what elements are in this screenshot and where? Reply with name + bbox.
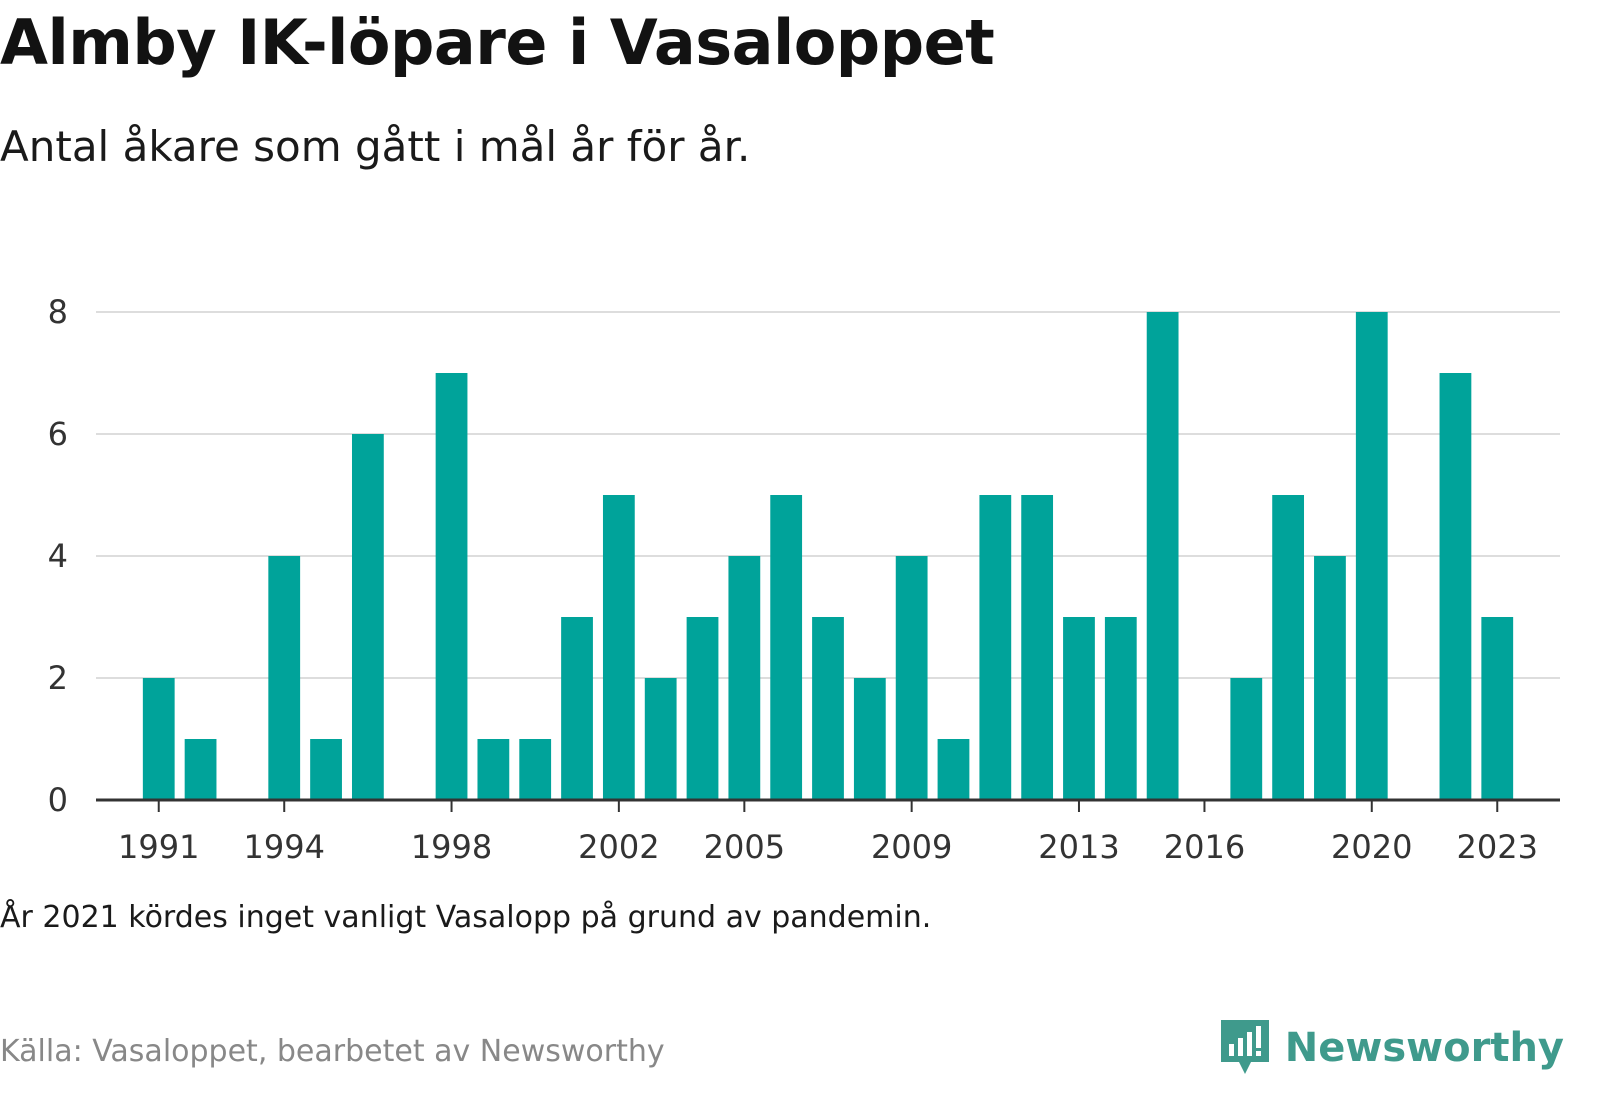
- bar-1994: [268, 556, 301, 800]
- y-tick-label: 0: [48, 781, 68, 819]
- source-text: Källa: Vasaloppet, bearbetet av Newswort…: [0, 1034, 665, 1069]
- x-tick-label: 1998: [411, 828, 492, 866]
- bar-2003: [644, 678, 677, 800]
- newsworthy-logo-icon: [1220, 1020, 1269, 1074]
- bar-2023: [1481, 617, 1514, 800]
- y-tick-label: 8: [48, 293, 68, 331]
- chart-title: Almby IK-löpare i Vasaloppet: [0, 6, 995, 79]
- x-tick-label: 2013: [1038, 828, 1119, 866]
- x-tick-label: 2009: [871, 828, 952, 866]
- y-tick-label: 2: [48, 659, 68, 697]
- x-tick-label: 1991: [118, 828, 199, 866]
- brand-logo[interactable]: Newsworthy: [1217, 1018, 1564, 1078]
- bars: [142, 312, 1514, 800]
- x-tick-label: 2005: [704, 828, 785, 866]
- bar-2002: [602, 495, 635, 800]
- x-tick-label: 1994: [244, 828, 325, 866]
- bar-2020: [1355, 312, 1388, 800]
- x-tick-label: 2016: [1164, 828, 1245, 866]
- bar-2001: [561, 617, 593, 800]
- bar-1996: [351, 434, 384, 800]
- bar-2000: [519, 739, 552, 800]
- bar-2015: [1146, 312, 1179, 800]
- bar-1998: [435, 373, 468, 800]
- bar-2011: [979, 495, 1012, 800]
- bar-chart: 0 2 4 6 8 1991 1994 1998 2002 2005 2009 2013 2016 20…: [48, 293, 1560, 866]
- bar-2014: [1104, 617, 1137, 800]
- bar-1995: [310, 739, 342, 800]
- x-axis: 1991 1994 1998 2002 2005 2009 2013 2016 2020 2023: [96, 798, 1560, 866]
- y-tick-label: 4: [48, 537, 68, 575]
- y-axis-labels: 0 2 4 6 8: [48, 293, 68, 819]
- brand-name: Newsworthy: [1284, 1025, 1564, 1071]
- x-tick-label: 2020: [1331, 828, 1412, 866]
- chart-subtitle: Antal åkare som gått i mål år för år.: [0, 122, 751, 171]
- bar-2005: [728, 556, 761, 800]
- bar-2009: [895, 556, 928, 800]
- bar-2006: [770, 495, 803, 800]
- bar-1992: [184, 739, 217, 800]
- bar-2007: [812, 617, 844, 800]
- bar-2004: [686, 617, 719, 800]
- bar-2013: [1063, 617, 1095, 800]
- chart-note: År 2021 kördes inget vanligt Vasalopp på…: [0, 900, 932, 935]
- bar-1991: [142, 678, 175, 800]
- bar-2008: [853, 678, 886, 800]
- bar-1999: [477, 739, 510, 800]
- y-tick-label: 6: [48, 415, 68, 453]
- bar-2017: [1230, 678, 1263, 800]
- bar-2018: [1272, 495, 1305, 800]
- bar-2022: [1439, 373, 1472, 800]
- x-tick-label: 2023: [1457, 828, 1538, 866]
- x-tick-label: 2002: [578, 828, 659, 866]
- bar-2012: [1021, 495, 1054, 800]
- bar-2010: [937, 739, 970, 800]
- bar-2019: [1314, 556, 1346, 800]
